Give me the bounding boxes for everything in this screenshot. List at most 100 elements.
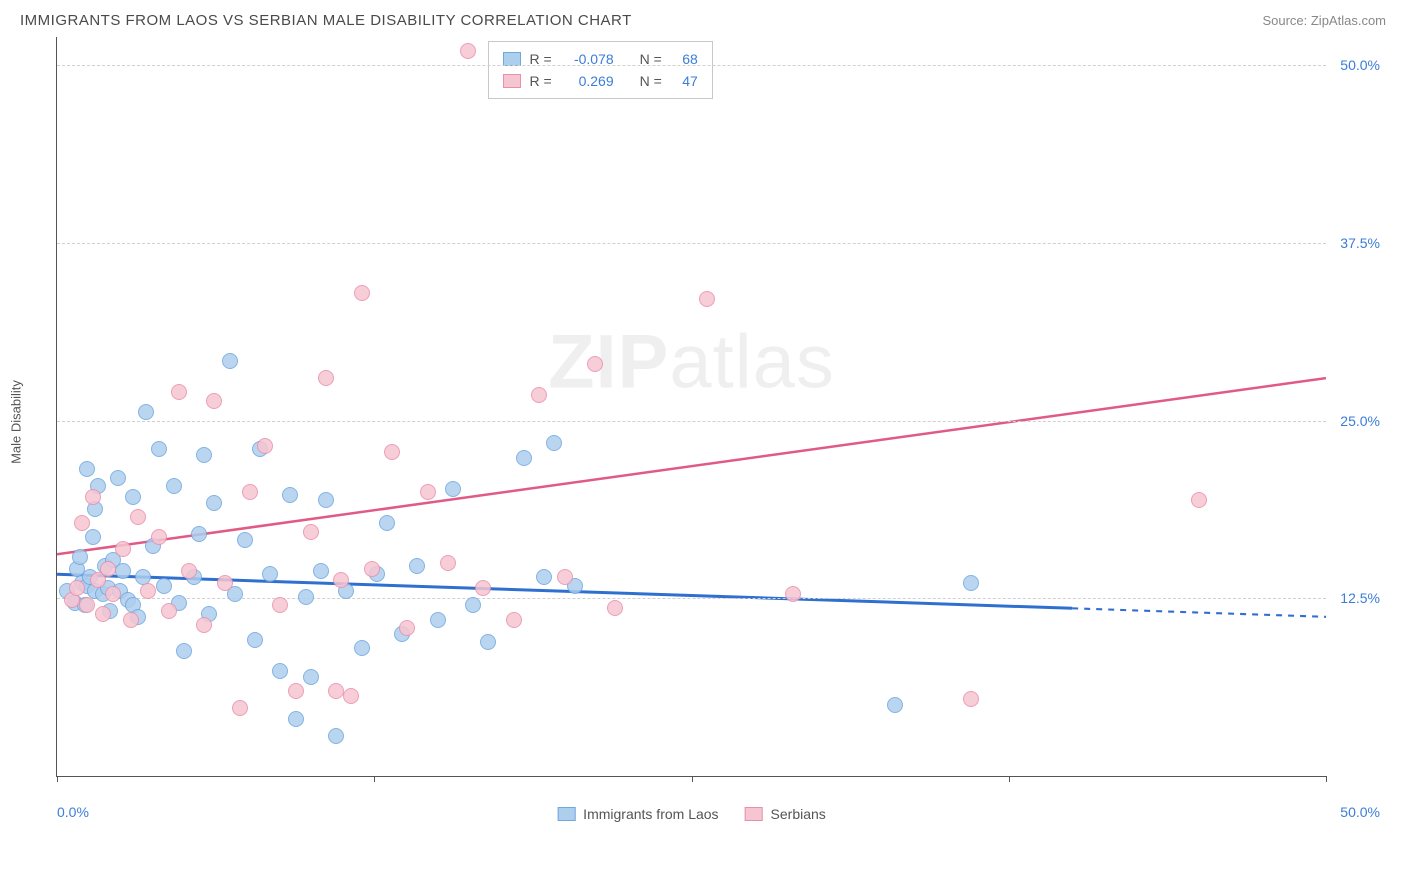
data-point bbox=[151, 529, 167, 545]
y-tick-label: 25.0% bbox=[1340, 413, 1380, 429]
data-point bbox=[303, 524, 319, 540]
trend-lines bbox=[57, 37, 1326, 776]
data-point bbox=[557, 569, 573, 585]
gridline bbox=[57, 421, 1326, 422]
data-point bbox=[303, 669, 319, 685]
data-point bbox=[72, 549, 88, 565]
data-point bbox=[130, 509, 146, 525]
legend-swatch bbox=[503, 74, 521, 88]
data-point bbox=[156, 578, 172, 594]
plot-region: ZIPatlas R =-0.078N =68R =0.269N =47 0.0… bbox=[56, 37, 1326, 777]
data-point bbox=[95, 606, 111, 622]
data-point bbox=[115, 541, 131, 557]
data-point bbox=[430, 612, 446, 628]
y-tick-label: 12.5% bbox=[1340, 590, 1380, 606]
data-point bbox=[354, 285, 370, 301]
data-point bbox=[151, 441, 167, 457]
data-point bbox=[181, 563, 197, 579]
data-point bbox=[379, 515, 395, 531]
data-point bbox=[288, 711, 304, 727]
data-point bbox=[242, 484, 258, 500]
data-point bbox=[328, 728, 344, 744]
data-point bbox=[343, 688, 359, 704]
data-point bbox=[85, 489, 101, 505]
legend-swatch bbox=[557, 807, 575, 821]
data-point bbox=[247, 632, 263, 648]
data-point bbox=[480, 634, 496, 650]
legend-swatch bbox=[503, 52, 521, 66]
data-point bbox=[123, 612, 139, 628]
data-point bbox=[318, 492, 334, 508]
data-point bbox=[272, 597, 288, 613]
y-tick-label: 37.5% bbox=[1340, 235, 1380, 251]
data-point bbox=[222, 353, 238, 369]
data-point bbox=[257, 438, 273, 454]
data-point bbox=[282, 487, 298, 503]
legend-stats: R =-0.078N =68R =0.269N =47 bbox=[488, 41, 712, 99]
y-tick-label: 50.0% bbox=[1340, 57, 1380, 73]
x-tick-label-min: 0.0% bbox=[57, 804, 89, 820]
data-point bbox=[607, 600, 623, 616]
data-point bbox=[140, 583, 156, 599]
data-point bbox=[196, 447, 212, 463]
data-point bbox=[465, 597, 481, 613]
data-point bbox=[206, 393, 222, 409]
data-point bbox=[138, 404, 154, 420]
data-point bbox=[125, 489, 141, 505]
data-point bbox=[191, 526, 207, 542]
data-point bbox=[318, 370, 334, 386]
data-point bbox=[206, 495, 222, 511]
legend-stat-row: R =0.269N =47 bbox=[503, 70, 697, 92]
data-point bbox=[328, 683, 344, 699]
data-point bbox=[196, 617, 212, 633]
data-point bbox=[364, 561, 380, 577]
data-point bbox=[409, 558, 425, 574]
data-point bbox=[963, 691, 979, 707]
data-point bbox=[1191, 492, 1207, 508]
gridline bbox=[57, 243, 1326, 244]
legend-label: Immigrants from Laos bbox=[583, 806, 718, 822]
data-point bbox=[100, 561, 116, 577]
chart-title: IMMIGRANTS FROM LAOS VS SERBIAN MALE DIS… bbox=[20, 12, 632, 29]
data-point bbox=[440, 555, 456, 571]
x-tick-label-max: 50.0% bbox=[1340, 804, 1380, 820]
data-point bbox=[516, 450, 532, 466]
data-point bbox=[115, 563, 131, 579]
legend-stat-row: R =-0.078N =68 bbox=[503, 48, 697, 70]
data-point bbox=[887, 697, 903, 713]
data-point bbox=[161, 603, 177, 619]
data-point bbox=[354, 640, 370, 656]
data-point bbox=[420, 484, 436, 500]
data-point bbox=[110, 470, 126, 486]
x-tick bbox=[374, 776, 375, 782]
data-point bbox=[460, 43, 476, 59]
data-point bbox=[445, 481, 461, 497]
data-point bbox=[79, 461, 95, 477]
data-point bbox=[384, 444, 400, 460]
data-point bbox=[475, 580, 491, 596]
data-point bbox=[531, 387, 547, 403]
data-point bbox=[272, 663, 288, 679]
data-point bbox=[699, 291, 715, 307]
x-tick bbox=[1326, 776, 1327, 782]
data-point bbox=[546, 435, 562, 451]
chart-area: Male Disability ZIPatlas R =-0.078N =68R… bbox=[56, 37, 1386, 807]
data-point bbox=[79, 597, 95, 613]
gridline bbox=[57, 598, 1326, 599]
data-point bbox=[166, 478, 182, 494]
x-tick bbox=[57, 776, 58, 782]
source-label: Source: ZipAtlas.com bbox=[1262, 13, 1386, 28]
data-point bbox=[399, 620, 415, 636]
data-point bbox=[217, 575, 233, 591]
legend-label: Serbians bbox=[771, 806, 826, 822]
data-point bbox=[313, 563, 329, 579]
data-point bbox=[171, 384, 187, 400]
legend-item: Serbians bbox=[745, 806, 826, 822]
data-point bbox=[587, 356, 603, 372]
data-point bbox=[85, 529, 101, 545]
legend-swatch bbox=[745, 807, 763, 821]
data-point bbox=[963, 575, 979, 591]
data-point bbox=[262, 566, 278, 582]
y-axis-label: Male Disability bbox=[9, 380, 24, 464]
data-point bbox=[237, 532, 253, 548]
